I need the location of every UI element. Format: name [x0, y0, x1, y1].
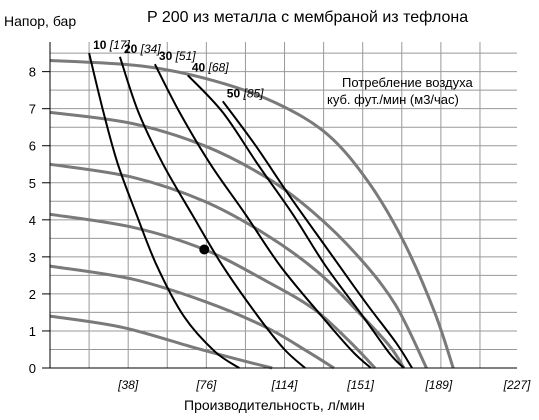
y-axis-label: Напор, бар: [4, 13, 76, 29]
curve-label-50: 50 [85]: [227, 86, 264, 100]
curve-label-40: 40 [68]: [192, 60, 229, 74]
air-pressure-curve-1: [49, 59, 455, 369]
legend-text-line2: куб. фут./мин (м3/час): [327, 92, 459, 107]
air-pressure-curve-3: [49, 162, 406, 369]
air-consumption-curve-30: [154, 63, 372, 369]
axes: 0 1 2 3 4 5 6 7 8 [38] [76] [114] [151] [189] [227]: [29, 42, 531, 392]
curve-label-10: 10 [17]: [93, 38, 130, 52]
y-tick-label: 5: [29, 176, 36, 191]
y-tick-label: 8: [29, 65, 36, 80]
y-tick-label: 2: [29, 287, 36, 302]
operating-point-marker: [199, 244, 210, 255]
legend-text-line1: Потребление воздуха: [342, 75, 473, 90]
air-pressure-curve-4: [49, 212, 377, 370]
air-consumption-curve-50: [221, 100, 413, 369]
curve-label-30: 30 [51]: [159, 49, 196, 63]
operating-point-dot: [199, 244, 210, 255]
air-consumption-curves: 10 [17]20 [34]30 [51]40 [68] 50 [85]: [88, 38, 413, 369]
x-tick-label: [227]: [503, 378, 531, 392]
x-tick-label: [76]: [195, 378, 217, 392]
y-tick-label: 3: [29, 250, 36, 265]
air-pressure-curve-6: [49, 314, 273, 370]
x-tick-label: [189]: [424, 378, 452, 392]
y-tick-label: 0: [29, 361, 36, 376]
air-pressure-curve-2: [49, 110, 428, 369]
y-tick-label: 4: [29, 213, 36, 228]
air-consumption-curve-10: [88, 52, 240, 369]
x-tick-label: [114]: [271, 378, 298, 392]
curve-label-20: 20 [34]: [124, 42, 161, 56]
air-pressure-curves: [49, 59, 455, 370]
x-tick-label: [151]: [346, 378, 374, 392]
air-pressure-curve-5: [49, 264, 335, 370]
chart-title: P 200 из металла с мембраной из тефлона: [147, 9, 468, 26]
x-axis-label: Производительность, л/мин: [184, 397, 365, 413]
x-tick-label: [38]: [117, 378, 139, 392]
y-tick-label: 6: [29, 139, 36, 154]
y-tick-label: 7: [29, 102, 36, 117]
y-tick-label: 1: [29, 324, 36, 339]
air-consumption-curve-20: [118, 56, 306, 369]
air-consumption-curve-40: [187, 74, 405, 369]
legend: Потребление воздуха куб. фут./мин (м3/ча…: [327, 75, 473, 107]
